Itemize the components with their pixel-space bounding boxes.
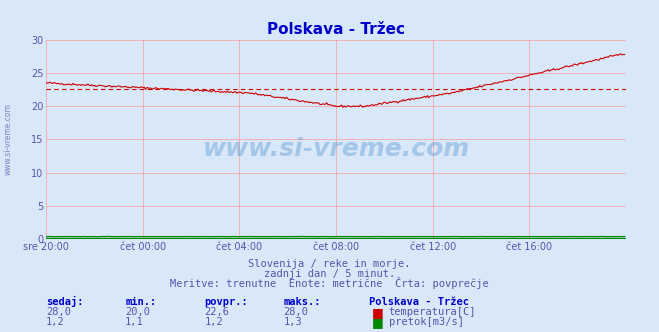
Text: 28,0: 28,0 (46, 307, 71, 317)
Text: 28,0: 28,0 (283, 307, 308, 317)
Text: sedaj:: sedaj: (46, 296, 84, 307)
Text: maks.:: maks.: (283, 297, 321, 307)
Text: www.si-vreme.com: www.si-vreme.com (202, 137, 470, 161)
Text: 22,6: 22,6 (204, 307, 229, 317)
Text: temperatura[C]: temperatura[C] (389, 307, 476, 317)
Text: 1,1: 1,1 (125, 317, 144, 327)
Text: Polskava - Tržec: Polskava - Tržec (369, 297, 469, 307)
Text: Meritve: trenutne  Enote: metrične  Črta: povprečje: Meritve: trenutne Enote: metrične Črta: … (170, 277, 489, 289)
Text: ■: ■ (372, 306, 384, 319)
Text: pretok[m3/s]: pretok[m3/s] (389, 317, 464, 327)
Text: www.si-vreme.com: www.si-vreme.com (3, 104, 13, 175)
Text: 20,0: 20,0 (125, 307, 150, 317)
Title: Polskava - Tržec: Polskava - Tržec (267, 22, 405, 37)
Text: min.:: min.: (125, 297, 156, 307)
Text: 1,2: 1,2 (204, 317, 223, 327)
Text: Slovenija / reke in morje.: Slovenija / reke in morje. (248, 259, 411, 269)
Text: povpr.:: povpr.: (204, 297, 248, 307)
Text: ■: ■ (372, 316, 384, 329)
Text: zadnji dan / 5 minut.: zadnji dan / 5 minut. (264, 269, 395, 279)
Text: 1,3: 1,3 (283, 317, 302, 327)
Text: 1,2: 1,2 (46, 317, 65, 327)
